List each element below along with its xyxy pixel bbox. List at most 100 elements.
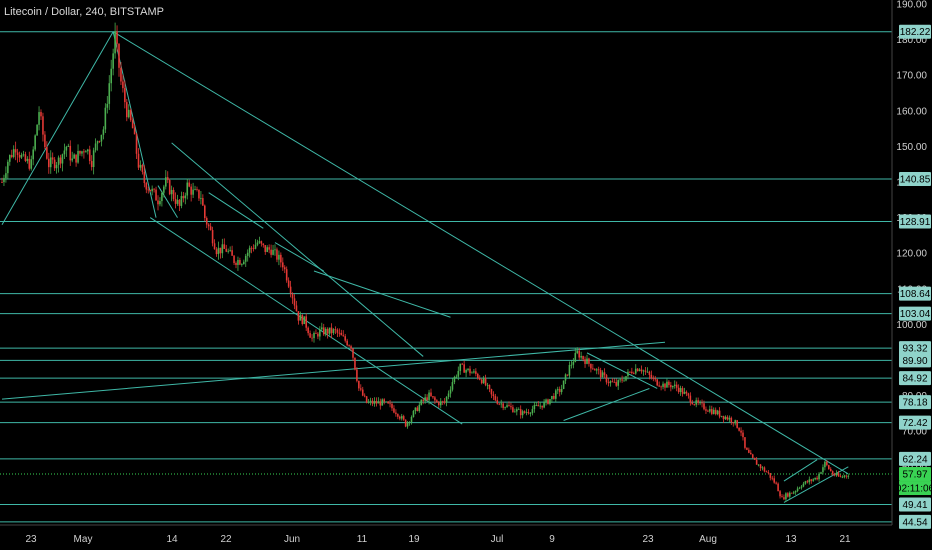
- candle-body: [833, 474, 836, 476]
- candle: [36, 124, 38, 136]
- trendline-10[interactable]: [563, 388, 650, 421]
- candle-body: [607, 382, 610, 384]
- candle: [798, 486, 801, 490]
- candle: [553, 393, 555, 400]
- candle: [796, 486, 799, 493]
- candle: [24, 151, 27, 163]
- candle: [609, 380, 612, 387]
- trendline-13[interactable]: [783, 459, 818, 482]
- candle: [379, 398, 382, 410]
- candle-body: [178, 199, 181, 206]
- candle-body: [219, 247, 222, 254]
- candle: [404, 419, 407, 428]
- candle-body: [46, 147, 48, 159]
- candle-body: [568, 365, 571, 376]
- candle: [243, 259, 245, 265]
- candle-body: [48, 158, 50, 168]
- candle-body: [69, 145, 72, 161]
- candle: [699, 400, 701, 406]
- candle-body: [209, 226, 212, 231]
- candle-body: [38, 112, 40, 125]
- candle: [619, 377, 621, 383]
- candle-body: [609, 381, 612, 384]
- candle-body: [274, 249, 276, 251]
- candle-body: [104, 107, 107, 130]
- candle-body: [311, 337, 313, 339]
- candle-body: [580, 356, 582, 358]
- price-tick-label: 70.00: [902, 427, 927, 438]
- candle: [219, 247, 222, 259]
- trendline-0[interactable]: [1, 31, 114, 225]
- trendline-5[interactable]: [157, 185, 178, 218]
- trendline-9[interactable]: [1, 341, 666, 400]
- candle-body: [457, 370, 460, 377]
- candle-body: [705, 409, 707, 411]
- candle: [712, 407, 715, 415]
- candle-body: [278, 254, 280, 260]
- candle-body: [592, 368, 594, 370]
- candle: [517, 407, 520, 410]
- candle: [537, 401, 540, 407]
- candle-body: [168, 180, 171, 195]
- candle: [112, 48, 114, 76]
- candle: [445, 396, 448, 407]
- current-price-badge: 57.97: [899, 467, 931, 482]
- candle-body: [837, 473, 840, 477]
- candle-body: [642, 370, 645, 372]
- candle-body: [326, 328, 329, 334]
- candle-body: [414, 407, 417, 411]
- candle-body: [595, 369, 598, 371]
- svg-text:62.24: 62.24: [902, 454, 927, 465]
- candle-body: [586, 358, 588, 364]
- candle-body: [633, 373, 635, 374]
- candle: [7, 159, 9, 180]
- time-tick-label: May: [74, 534, 93, 545]
- candle: [102, 126, 105, 140]
- trendline-11[interactable]: [586, 352, 658, 389]
- candle-body: [432, 396, 434, 398]
- candle-body: [36, 124, 38, 136]
- candle: [334, 326, 337, 335]
- candle-body: [299, 315, 302, 321]
- candle-body: [473, 371, 475, 373]
- candle-body: [75, 154, 77, 163]
- time-tick-label: 23: [642, 534, 654, 545]
- candle: [237, 256, 239, 271]
- trendline-1[interactable]: [112, 31, 849, 475]
- candle-body: [670, 385, 672, 388]
- candle-body: [779, 491, 781, 497]
- trendline-8[interactable]: [313, 270, 451, 318]
- candle: [190, 183, 192, 202]
- candle-body: [498, 403, 501, 405]
- candle-body: [268, 247, 270, 250]
- candle-body: [677, 387, 680, 393]
- candle-body: [656, 379, 658, 386]
- candle-body: [648, 371, 651, 375]
- candle-body: [785, 493, 787, 500]
- candle: [629, 371, 631, 374]
- candle: [691, 399, 694, 405]
- candle-body: [161, 192, 163, 202]
- candle: [399, 415, 401, 421]
- candle-body: [87, 149, 89, 152]
- svg-text:57.97: 57.97: [902, 470, 927, 481]
- trendline-7[interactable]: [274, 242, 325, 272]
- candle: [346, 338, 348, 347]
- candle-body: [188, 182, 190, 187]
- candle: [648, 370, 651, 380]
- candle: [750, 449, 752, 455]
- candle: [358, 380, 360, 392]
- candle-body: [381, 399, 384, 406]
- candle-body: [794, 491, 797, 493]
- candle: [161, 191, 163, 207]
- trendline-3[interactable]: [171, 142, 424, 357]
- candle-body: [309, 333, 311, 338]
- candle-body: [482, 377, 485, 384]
- trendline-12[interactable]: [783, 466, 849, 503]
- candle: [81, 150, 83, 157]
- candle-body: [728, 417, 731, 420]
- candle: [644, 367, 647, 376]
- candle-body: [395, 412, 397, 415]
- trendline-6[interactable]: [208, 192, 264, 229]
